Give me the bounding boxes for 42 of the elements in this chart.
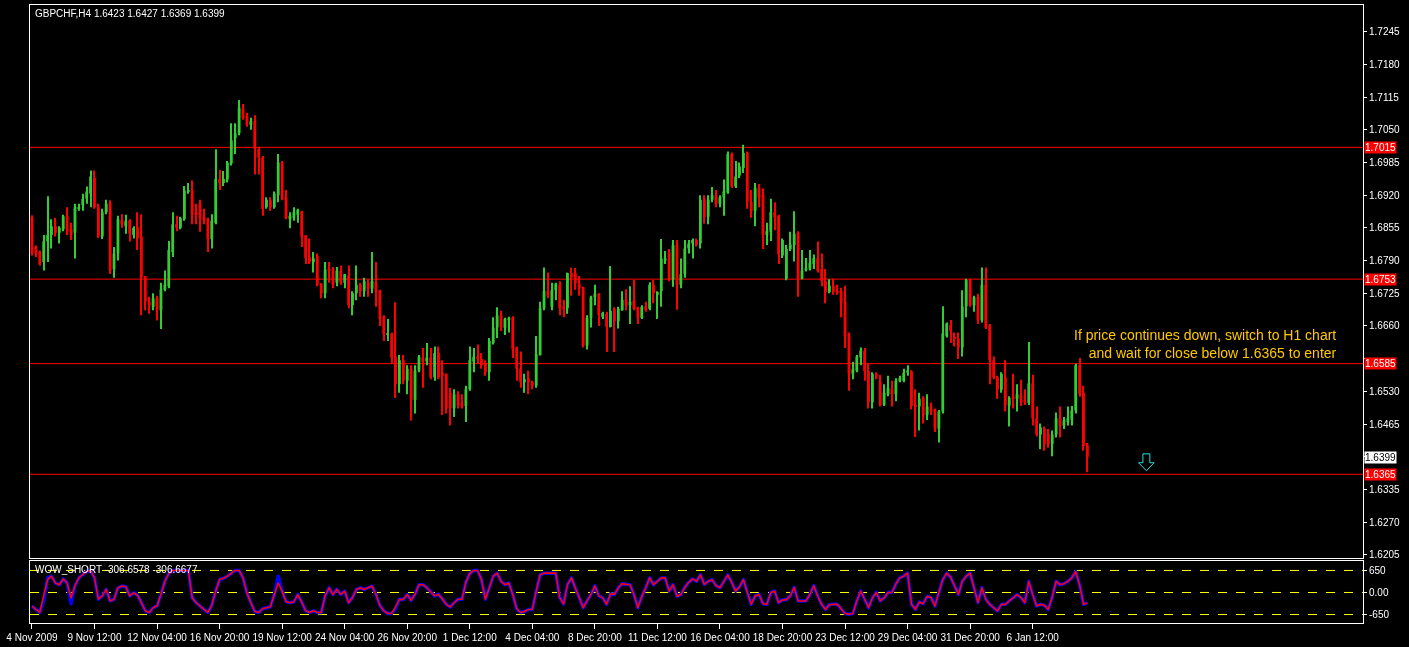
x-tick-label: 11 Dec 12:00 xyxy=(628,632,688,643)
x-tick-label: 24 Nov 04:00 xyxy=(314,632,375,643)
y-tick-label: 1.6985 xyxy=(1369,156,1401,168)
y-tick-label: 1.6920 xyxy=(1369,189,1401,201)
x-tick-label: 12 Nov 04:00 xyxy=(127,632,188,643)
y-tick-label: 1.7050 xyxy=(1369,124,1401,136)
x-tick-label: 23 Dec 12:00 xyxy=(815,632,876,643)
x-tick-label: 6 Jan 12:00 xyxy=(1006,632,1060,643)
ref-line-label: 1.6365 xyxy=(1365,469,1397,480)
x-tick-label: 4 Dec 04:00 xyxy=(505,632,560,643)
y-tick-label: 1.6790 xyxy=(1369,255,1401,267)
y-tick-label: 1.6335 xyxy=(1369,483,1401,495)
ref-line-label: 1.6753 xyxy=(1365,274,1397,285)
y-tick-label: 1.6725 xyxy=(1369,287,1401,299)
y-tick-label: -650 xyxy=(1369,609,1390,621)
x-tick-label: 31 Dec 20:00 xyxy=(940,632,1001,643)
y-tick-label: 1.6270 xyxy=(1369,516,1401,528)
ref-line-label: 1.6585 xyxy=(1365,358,1397,369)
y-tick-label: 1.6855 xyxy=(1369,222,1401,234)
y-tick-label: 1.7115 xyxy=(1369,91,1400,103)
x-tick-label: 29 Dec 04:00 xyxy=(877,632,938,643)
y-tick-label: 1.6465 xyxy=(1369,418,1401,430)
y-tick-label: 1.6660 xyxy=(1369,320,1401,332)
x-tick-label: 9 Nov 12:00 xyxy=(67,632,122,643)
y-tick-label: 1.7245 xyxy=(1369,26,1401,38)
x-tick-label: 4 Nov 2009 xyxy=(6,632,58,643)
y-tick-label: 0.00 xyxy=(1369,586,1389,598)
annotation: If price continues down, switch to H1 chart and wait for close below 1.6365 to enter xyxy=(1074,327,1337,362)
x-tick-label: 19 Nov 12:00 xyxy=(252,632,313,643)
y-tick-label: 1.6530 xyxy=(1369,385,1401,397)
annotation: 1.6399 xyxy=(1365,452,1397,463)
x-tick-label: 1 Dec 12:00 xyxy=(442,632,498,643)
y-tick-label: 1.6205 xyxy=(1369,549,1401,561)
x-tick-label: 16 Dec 04:00 xyxy=(690,632,751,643)
x-tick-label: 16 Nov 20:00 xyxy=(189,632,250,643)
chart-title: GBPCHF,H4 1.6423 1.6427 1.6369 1.6399 xyxy=(35,8,226,19)
x-tick-label: 18 Dec 20:00 xyxy=(752,632,813,643)
x-tick-label: 8 Dec 20:00 xyxy=(567,632,623,643)
ref-line-label: 1.7015 xyxy=(1365,142,1397,153)
x-tick-label: 26 Nov 20:00 xyxy=(377,632,438,643)
y-tick-label: 650 xyxy=(1369,564,1387,576)
y-tick-label: 1.7180 xyxy=(1369,58,1401,70)
